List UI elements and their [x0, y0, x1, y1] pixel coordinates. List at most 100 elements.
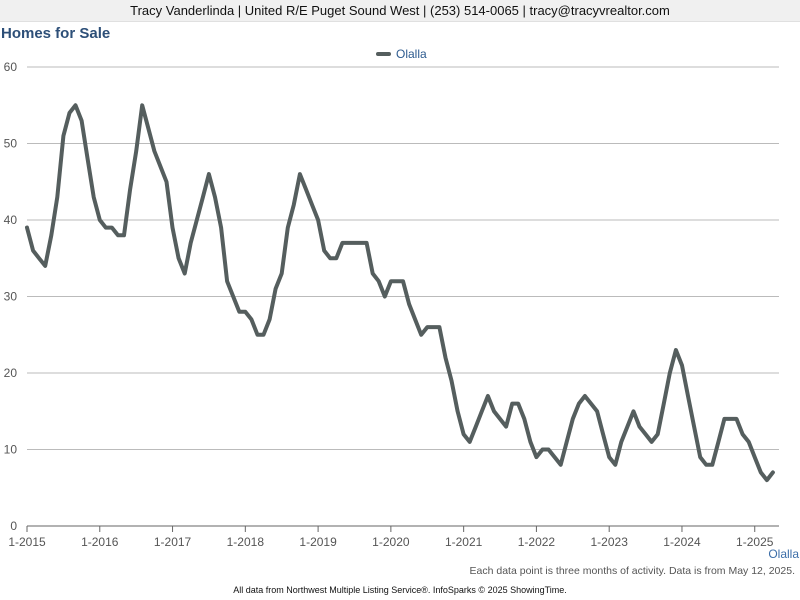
- data-point[interactable]: [346, 241, 350, 245]
- data-point[interactable]: [274, 287, 278, 291]
- data-point[interactable]: [613, 463, 617, 467]
- data-point[interactable]: [158, 164, 162, 168]
- data-point[interactable]: [686, 394, 690, 398]
- data-point[interactable]: [468, 440, 472, 444]
- data-point[interactable]: [171, 226, 175, 230]
- data-point[interactable]: [716, 440, 720, 444]
- data-point[interactable]: [498, 417, 502, 421]
- data-point[interactable]: [522, 417, 526, 421]
- data-point[interactable]: [359, 241, 363, 245]
- data-point[interactable]: [25, 226, 29, 230]
- data-point[interactable]: [765, 478, 769, 482]
- data-point[interactable]: [656, 432, 660, 436]
- data-point[interactable]: [225, 279, 229, 283]
- data-point[interactable]: [668, 371, 672, 375]
- data-point[interactable]: [589, 402, 593, 406]
- data-point[interactable]: [692, 425, 696, 429]
- data-point[interactable]: [492, 409, 496, 413]
- data-point[interactable]: [219, 226, 223, 230]
- data-point[interactable]: [674, 348, 678, 352]
- data-point[interactable]: [698, 455, 702, 459]
- data-point[interactable]: [547, 448, 551, 452]
- data-point[interactable]: [395, 279, 399, 283]
- data-point[interactable]: [322, 249, 326, 253]
- data-point[interactable]: [152, 149, 156, 153]
- data-point[interactable]: [516, 402, 520, 406]
- data-point[interactable]: [237, 310, 241, 314]
- data-point[interactable]: [486, 394, 490, 398]
- data-point[interactable]: [231, 295, 235, 299]
- data-point[interactable]: [553, 455, 557, 459]
- data-point[interactable]: [316, 218, 320, 222]
- data-point[interactable]: [86, 157, 90, 161]
- data-point[interactable]: [541, 448, 545, 452]
- data-point[interactable]: [450, 379, 454, 383]
- data-point[interactable]: [104, 226, 108, 230]
- data-point[interactable]: [183, 272, 187, 276]
- data-point[interactable]: [753, 455, 757, 459]
- data-point[interactable]: [632, 409, 636, 413]
- data-point[interactable]: [195, 218, 199, 222]
- data-point[interactable]: [49, 233, 53, 237]
- data-point[interactable]: [729, 417, 733, 421]
- data-point[interactable]: [722, 417, 726, 421]
- data-point[interactable]: [456, 409, 460, 413]
- data-point[interactable]: [340, 241, 344, 245]
- data-point[interactable]: [747, 440, 751, 444]
- data-point[interactable]: [741, 432, 745, 436]
- data-point[interactable]: [68, 111, 72, 115]
- data-point[interactable]: [146, 126, 150, 130]
- data-point[interactable]: [165, 180, 169, 184]
- data-point[interactable]: [353, 241, 357, 245]
- data-point[interactable]: [286, 226, 290, 230]
- data-point[interactable]: [577, 402, 581, 406]
- data-point[interactable]: [201, 195, 205, 199]
- data-point[interactable]: [377, 279, 381, 283]
- data-point[interactable]: [371, 272, 375, 276]
- data-point[interactable]: [625, 425, 629, 429]
- data-point[interactable]: [401, 279, 405, 283]
- data-point[interactable]: [365, 241, 369, 245]
- data-point[interactable]: [268, 317, 272, 321]
- data-point[interactable]: [583, 394, 587, 398]
- data-point[interactable]: [116, 233, 120, 237]
- data-point[interactable]: [31, 249, 35, 253]
- data-point[interactable]: [37, 256, 41, 260]
- data-point[interactable]: [644, 432, 648, 436]
- data-point[interactable]: [122, 233, 126, 237]
- data-point[interactable]: [140, 103, 144, 107]
- data-point[interactable]: [292, 203, 296, 207]
- data-point[interactable]: [680, 363, 684, 367]
- data-point[interactable]: [61, 134, 65, 138]
- data-point[interactable]: [134, 149, 138, 153]
- data-point[interactable]: [638, 425, 642, 429]
- data-point[interactable]: [704, 463, 708, 467]
- data-point[interactable]: [92, 195, 96, 199]
- data-point[interactable]: [189, 241, 193, 245]
- data-point[interactable]: [565, 440, 569, 444]
- data-point[interactable]: [735, 417, 739, 421]
- data-point[interactable]: [601, 432, 605, 436]
- data-point[interactable]: [280, 272, 284, 276]
- data-point[interactable]: [249, 317, 253, 321]
- data-point[interactable]: [595, 409, 599, 413]
- data-point[interactable]: [98, 218, 102, 222]
- data-point[interactable]: [437, 325, 441, 329]
- data-point[interactable]: [55, 195, 59, 199]
- data-point[interactable]: [480, 409, 484, 413]
- chart-legend[interactable]: Olalla: [376, 46, 427, 62]
- data-point[interactable]: [759, 470, 763, 474]
- data-point[interactable]: [407, 302, 411, 306]
- series-line-olalla[interactable]: [25, 103, 775, 483]
- area-name-label[interactable]: Olalla: [768, 547, 799, 561]
- data-point[interactable]: [444, 356, 448, 360]
- data-point[interactable]: [431, 325, 435, 329]
- data-point[interactable]: [74, 103, 78, 107]
- data-point[interactable]: [474, 425, 478, 429]
- data-point[interactable]: [510, 402, 514, 406]
- data-point[interactable]: [43, 264, 47, 268]
- data-point[interactable]: [710, 463, 714, 467]
- data-point[interactable]: [128, 187, 132, 191]
- data-point[interactable]: [425, 325, 429, 329]
- data-point[interactable]: [607, 455, 611, 459]
